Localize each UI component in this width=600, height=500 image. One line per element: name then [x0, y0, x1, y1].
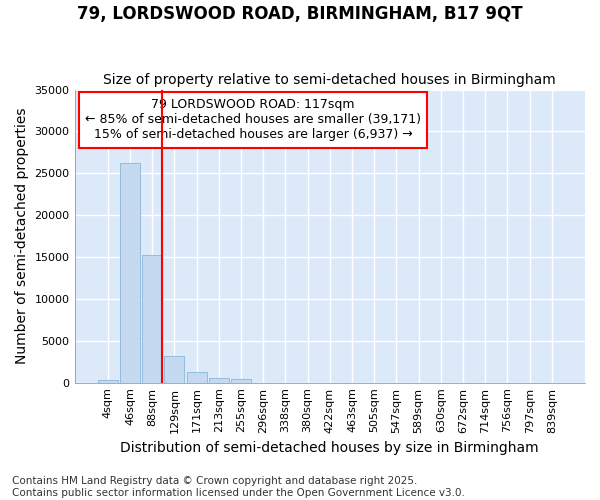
Bar	[231, 380, 251, 382]
Text: 79, LORDSWOOD ROAD, BIRMINGHAM, B17 9QT: 79, LORDSWOOD ROAD, BIRMINGHAM, B17 9QT	[77, 5, 523, 23]
Y-axis label: Number of semi-detached properties: Number of semi-detached properties	[15, 108, 29, 364]
Bar	[120, 164, 140, 382]
Text: 79 LORDSWOOD ROAD: 117sqm
← 85% of semi-detached houses are smaller (39,171)
15%: 79 LORDSWOOD ROAD: 117sqm ← 85% of semi-…	[85, 98, 421, 142]
Title: Size of property relative to semi-detached houses in Birmingham: Size of property relative to semi-detach…	[103, 73, 556, 87]
X-axis label: Distribution of semi-detached houses by size in Birmingham: Distribution of semi-detached houses by …	[121, 441, 539, 455]
Bar	[164, 356, 184, 382]
Bar	[98, 380, 118, 382]
Bar	[209, 378, 229, 382]
Text: Contains HM Land Registry data © Crown copyright and database right 2025.
Contai: Contains HM Land Registry data © Crown c…	[12, 476, 465, 498]
Bar	[142, 256, 162, 382]
Bar	[187, 372, 206, 382]
